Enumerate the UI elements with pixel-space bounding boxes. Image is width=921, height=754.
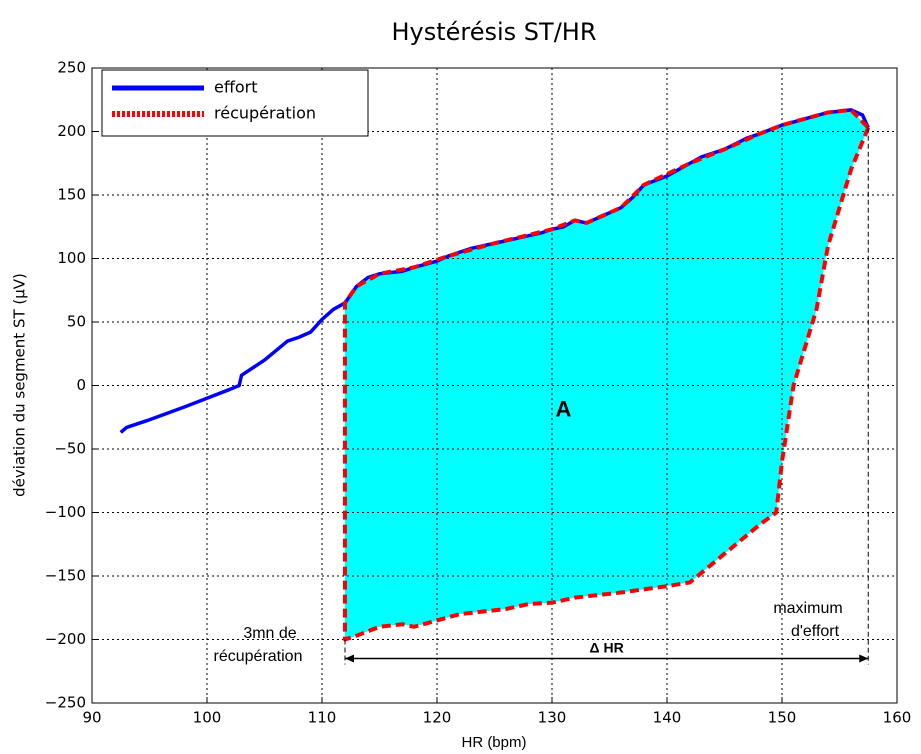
y-tick-label: 150 bbox=[57, 186, 86, 204]
annotation: Δ HR bbox=[590, 639, 624, 655]
series-line bbox=[343, 107, 871, 642]
y-tick-label: 200 bbox=[57, 122, 86, 140]
x-tick-label: 90 bbox=[82, 709, 101, 727]
y-tick-label: −250 bbox=[45, 694, 86, 712]
y-axis-label: déviation du segment ST (µV) bbox=[11, 273, 29, 497]
legend-label: effort bbox=[214, 78, 258, 97]
x-tick-label: 130 bbox=[538, 709, 567, 727]
arrow-head bbox=[859, 654, 869, 663]
y-tick-label: −200 bbox=[45, 630, 86, 648]
x-axis-label: HR (bpm) bbox=[461, 734, 526, 751]
arrow-head bbox=[345, 654, 354, 663]
legend-box bbox=[101, 69, 369, 137]
y-tick-label: −100 bbox=[45, 503, 86, 521]
y-tick-label: 50 bbox=[67, 313, 86, 331]
y-tick-label: 250 bbox=[57, 59, 86, 77]
x-tick-label: 120 bbox=[423, 709, 452, 727]
plot-frame bbox=[91, 67, 898, 704]
x-tick-label: 100 bbox=[193, 709, 222, 727]
y-tick-label: −50 bbox=[54, 440, 86, 458]
hysteresis-area bbox=[345, 109, 869, 640]
y-tick-label: −150 bbox=[45, 567, 86, 585]
legend-label: récupération bbox=[214, 104, 316, 123]
chart-title: Hystérésis ST/HR bbox=[391, 18, 596, 46]
x-tick-label: 110 bbox=[308, 709, 337, 727]
y-tick-label: 0 bbox=[76, 376, 86, 394]
x-tick-label: 140 bbox=[653, 709, 682, 727]
annotation: A bbox=[556, 397, 572, 422]
y-tick-label: 100 bbox=[57, 249, 86, 267]
x-tick-label: 150 bbox=[768, 709, 797, 727]
x-tick-label: 160 bbox=[883, 709, 912, 727]
annotation: récupération bbox=[214, 648, 303, 665]
annotation: 3mn de bbox=[243, 625, 296, 642]
annotation: d'effort bbox=[791, 623, 840, 640]
annotation: maximum bbox=[773, 600, 842, 617]
